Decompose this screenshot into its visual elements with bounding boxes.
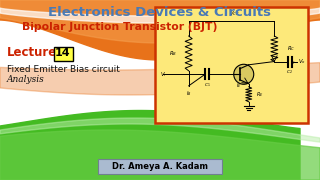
Text: $V_{CC}$: $V_{CC}$ <box>229 10 240 18</box>
Text: Fixed Emitter Bias circuit: Fixed Emitter Bias circuit <box>7 66 120 75</box>
Text: $C_2$: $C_2$ <box>286 69 293 76</box>
FancyBboxPatch shape <box>53 46 73 60</box>
Bar <box>98 159 222 174</box>
Text: $C_1$: $C_1$ <box>204 81 210 89</box>
Text: 14: 14 <box>55 48 71 58</box>
Text: $R_B$: $R_B$ <box>169 49 177 58</box>
Text: $I_C$: $I_C$ <box>290 58 296 67</box>
Text: Analysis: Analysis <box>7 75 45 84</box>
Text: $V_o$: $V_o$ <box>298 57 305 66</box>
Text: Bipolar Junction Transistor (BJT): Bipolar Junction Transistor (BJT) <box>22 22 218 32</box>
Text: $I_B$: $I_B$ <box>186 89 191 98</box>
Text: Electronics Devices & Circuits: Electronics Devices & Circuits <box>49 6 271 19</box>
Text: $I_E$: $I_E$ <box>236 81 242 90</box>
Circle shape <box>234 64 254 84</box>
Text: $V_i$: $V_i$ <box>160 70 166 79</box>
Text: Lecture: Lecture <box>7 46 57 60</box>
Text: $R_E$: $R_E$ <box>256 90 263 99</box>
Text: $R_C$: $R_C$ <box>287 44 295 53</box>
Text: Dr. Ameya A. Kadam: Dr. Ameya A. Kadam <box>112 162 208 171</box>
Bar <box>155 7 308 123</box>
